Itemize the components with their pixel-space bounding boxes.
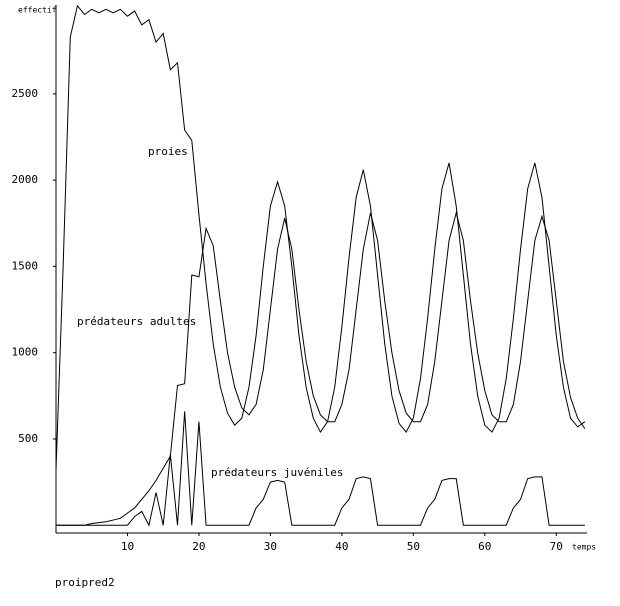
annotation: prédateurs adultes <box>77 315 196 328</box>
series-line <box>56 411 585 527</box>
x-tick-label: 50 <box>407 540 420 553</box>
x-tick-label: 40 <box>335 540 348 553</box>
series-line <box>56 210 586 526</box>
x-tick-label: 70 <box>550 540 563 553</box>
x-tick-label: 60 <box>478 540 491 553</box>
y-tick-label: 2000 <box>12 173 39 186</box>
y-tick-label: 1000 <box>12 346 39 359</box>
y-tick-label: 2500 <box>12 87 39 100</box>
y-axis-label: effectif <box>18 6 57 15</box>
annotation: proies <box>148 145 188 158</box>
x-tick-label: 10 <box>121 540 134 553</box>
series-line <box>55 4 586 471</box>
annotation: prédateurs juvéniles <box>211 466 343 479</box>
x-axis-label: temps <box>572 543 596 552</box>
x-tick-label: 20 <box>192 540 205 553</box>
y-tick-label: 500 <box>18 432 38 445</box>
footer: proipred2 <box>55 576 115 589</box>
y-tick-label: 1500 <box>12 259 39 272</box>
x-tick-label: 30 <box>264 540 277 553</box>
